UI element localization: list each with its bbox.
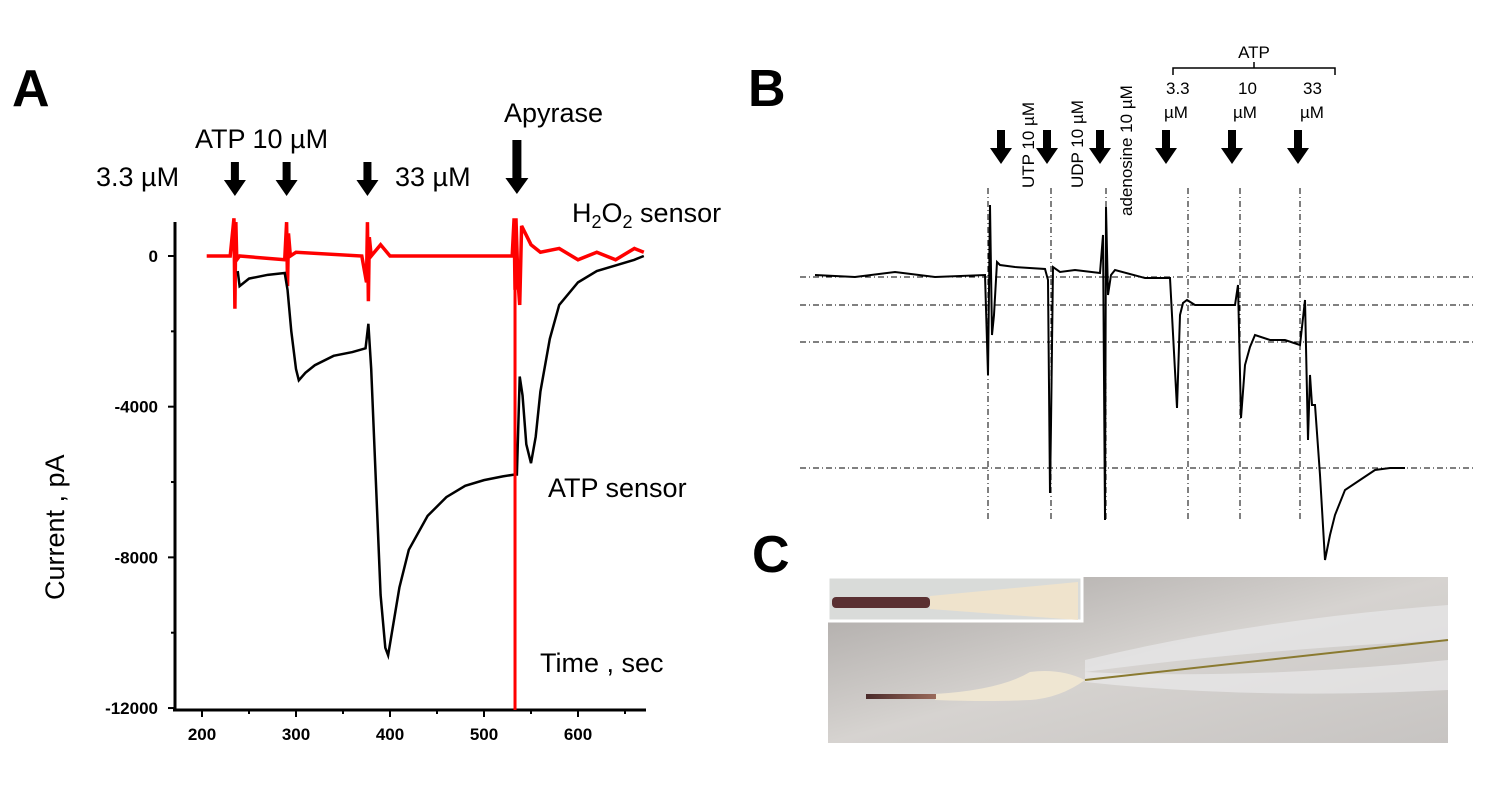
atp-bracket <box>1172 62 1336 75</box>
panel-b-chart: UTP 10 µM UDP 10 µM adenosine 10 µM ATP … <box>800 43 1475 561</box>
y-axis-label: Current , pA <box>40 454 70 600</box>
arrow-icon <box>990 130 1012 164</box>
x-tick-label: 200 <box>188 725 216 744</box>
panel-b-series <box>814 204 1405 561</box>
x-tick-label: 300 <box>282 725 310 744</box>
x-tick-label: 500 <box>470 725 498 744</box>
arrow-icon <box>1287 130 1309 164</box>
panel-a-letter: A <box>12 60 50 118</box>
arrow-icon <box>1089 130 1111 164</box>
arrow-icon <box>1221 130 1243 164</box>
panel-a-axes: 200 300 400 500 600 0 -4000 -8000 -12000 <box>105 222 646 744</box>
x-tick-label: 400 <box>376 725 404 744</box>
arrow-icon <box>275 162 298 196</box>
label-h2o2-sensor: H2O2 sensor <box>572 198 721 232</box>
panel-b-trace-line <box>814 204 1405 561</box>
label-b-33: 33 <box>1303 79 1322 98</box>
label-b-10: 10 <box>1238 79 1257 98</box>
label-33um: 33 µM <box>395 162 471 192</box>
label-b-33-unit: µM <box>1300 103 1324 122</box>
panel-b-letter: B <box>748 60 786 118</box>
label-udp: UDP 10 µM <box>1068 100 1087 188</box>
y-tick-label: -12000 <box>105 699 158 718</box>
label-b-3-3-unit: µM <box>1164 103 1188 122</box>
x-axis-label: Time , sec <box>540 648 664 678</box>
panel-c-letter: C <box>752 526 790 584</box>
arrow-icon <box>223 162 246 196</box>
y-tick-label: -4000 <box>115 398 158 417</box>
arrow-icon <box>356 162 379 196</box>
y-tick-label: -8000 <box>115 548 158 567</box>
y-tick-label: 0 <box>149 247 158 266</box>
label-b-10-unit: µM <box>1233 103 1257 122</box>
label-atp-sensor: ATP sensor <box>548 473 687 503</box>
panel-c-sensor-photo <box>826 575 1449 743</box>
label-utp: UTP 10 µM <box>1019 102 1038 188</box>
label-atp-10um: ATP 10 µM <box>195 124 328 154</box>
label-apyrase: Apyrase <box>504 98 603 128</box>
label-atp: ATP <box>1238 43 1270 62</box>
x-tick-label: 600 <box>564 725 592 744</box>
arrow-icon <box>1155 130 1177 164</box>
label-b-3-3: 3.3 <box>1166 79 1190 98</box>
h2o2-sensor-line <box>206 218 645 309</box>
panel-b-arrows <box>990 130 1309 164</box>
arrow-icon <box>505 140 529 194</box>
arrow-icon <box>1036 130 1058 164</box>
atp-sensor-line <box>236 254 645 661</box>
label-3-3um: 3.3 µM <box>96 162 179 192</box>
label-adenosine: adenosine 10 µM <box>1117 85 1136 216</box>
panel-a-chart: 200 300 400 500 600 0 -4000 -8000 -12000 ATP 10 … <box>40 98 721 744</box>
panel-a-series <box>206 140 645 710</box>
